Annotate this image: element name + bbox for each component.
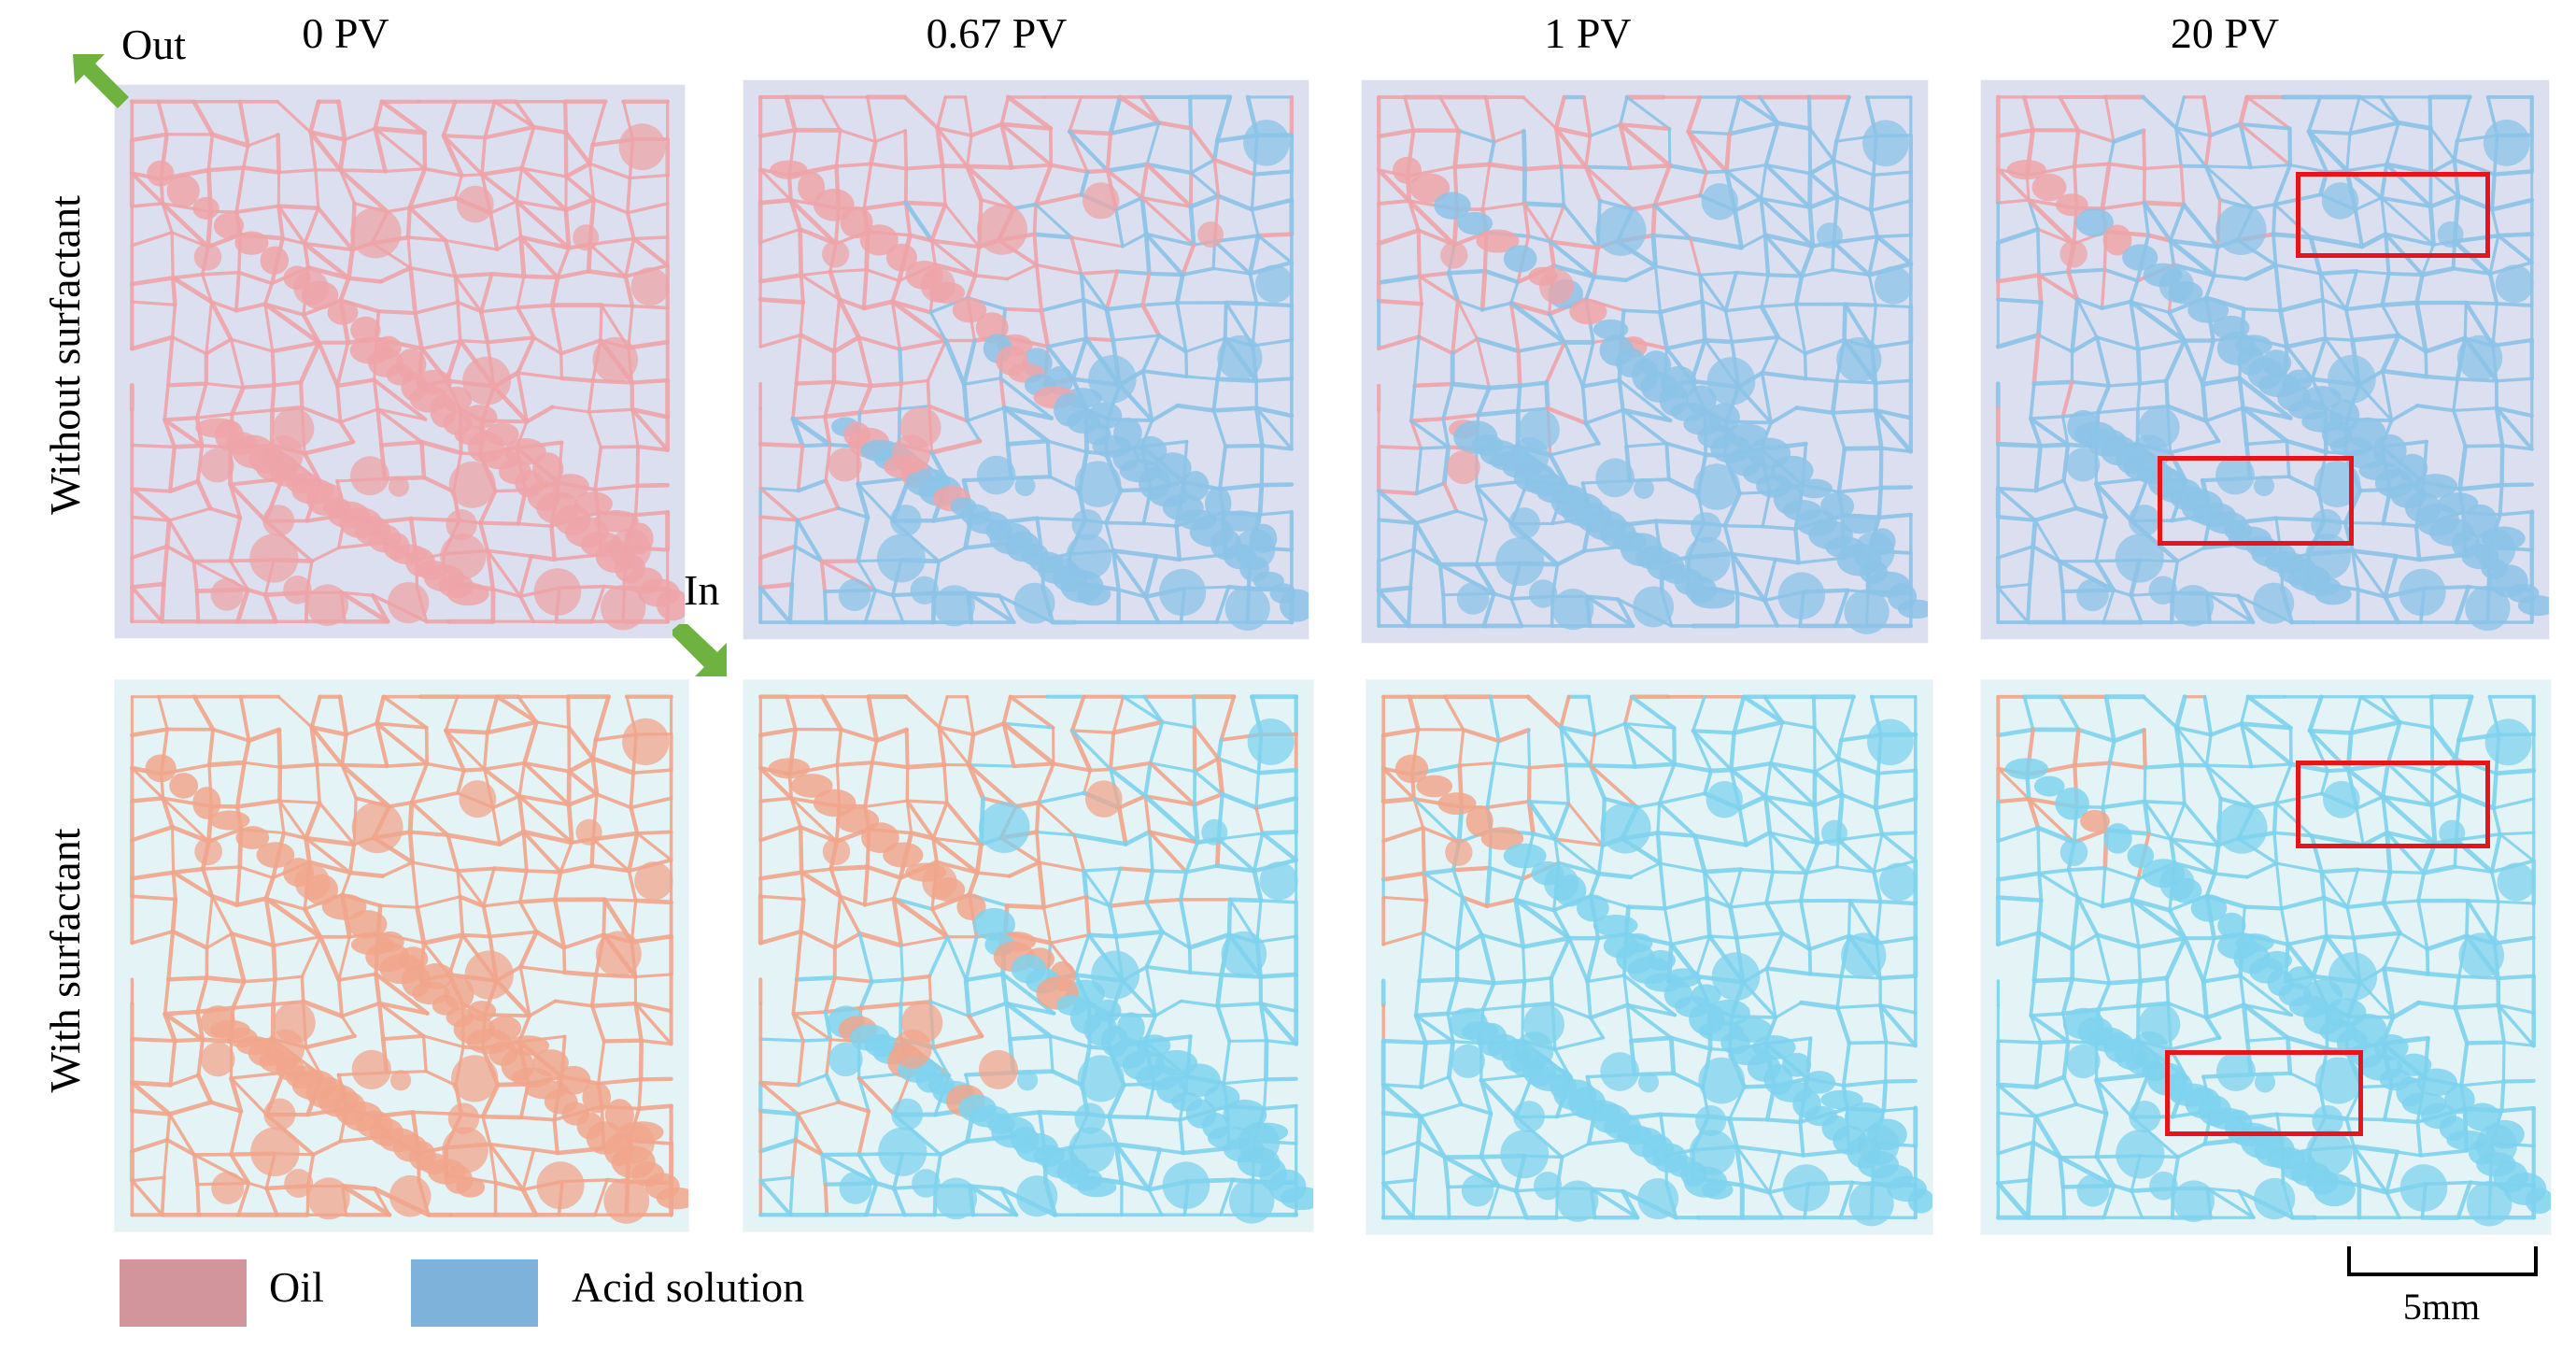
pore-network-image (743, 80, 1309, 639)
pore-network-image (115, 680, 688, 1231)
pore-network-image (743, 680, 1313, 1231)
outlet-arrow-icon (73, 54, 129, 108)
pore-network-image (1362, 80, 1928, 643)
legend-label-oil: Oil (269, 1263, 324, 1311)
pore-network-image (1981, 680, 2551, 1234)
highlight-box-lower-row2 (2165, 1050, 2363, 1136)
row-title-with-surfactant: With surfactant (41, 828, 89, 1093)
column-title-1pv: 1 PV (1544, 9, 1632, 57)
micromodel-panel-without-0pv (114, 84, 686, 639)
micromodel-panel-with-0pv (114, 679, 689, 1232)
pore-network-image (1366, 680, 1932, 1234)
scale-bar (2347, 1246, 2538, 1276)
legend-swatch-oil (120, 1259, 247, 1327)
outlet-label: Out (121, 21, 186, 68)
micromodel-panel-with-067pv (743, 679, 1314, 1232)
column-title-20pv: 20 PV (2170, 9, 2280, 57)
highlight-box-upper-row1 (2296, 172, 2490, 258)
pore-network-image (115, 85, 685, 638)
micromodel-panel-with-1pv (1366, 679, 1933, 1235)
micromodel-panel-with-20pv (1980, 679, 2552, 1235)
pore-network-image (1981, 80, 2549, 639)
row-title-without-surfactant: Without surfactant (41, 195, 89, 515)
column-title-0pv: 0 PV (302, 9, 389, 57)
micromodel-panel-without-1pv (1361, 79, 1929, 644)
scale-bar-label: 5mm (2402, 1286, 2481, 1328)
micromodel-panel-without-067pv (743, 79, 1309, 640)
inlet-label: In (684, 566, 720, 614)
highlight-box-upper-row2 (2296, 761, 2490, 848)
legend-swatch-acid-solution (411, 1259, 538, 1327)
column-title-067pv: 0.67 PV (926, 9, 1068, 57)
inlet-arrow-icon (672, 624, 727, 676)
highlight-box-lower-row1 (2158, 456, 2354, 546)
micromodel-panel-without-20pv (1980, 79, 2550, 640)
legend-label-acid-solution: Acid solution (572, 1263, 805, 1311)
